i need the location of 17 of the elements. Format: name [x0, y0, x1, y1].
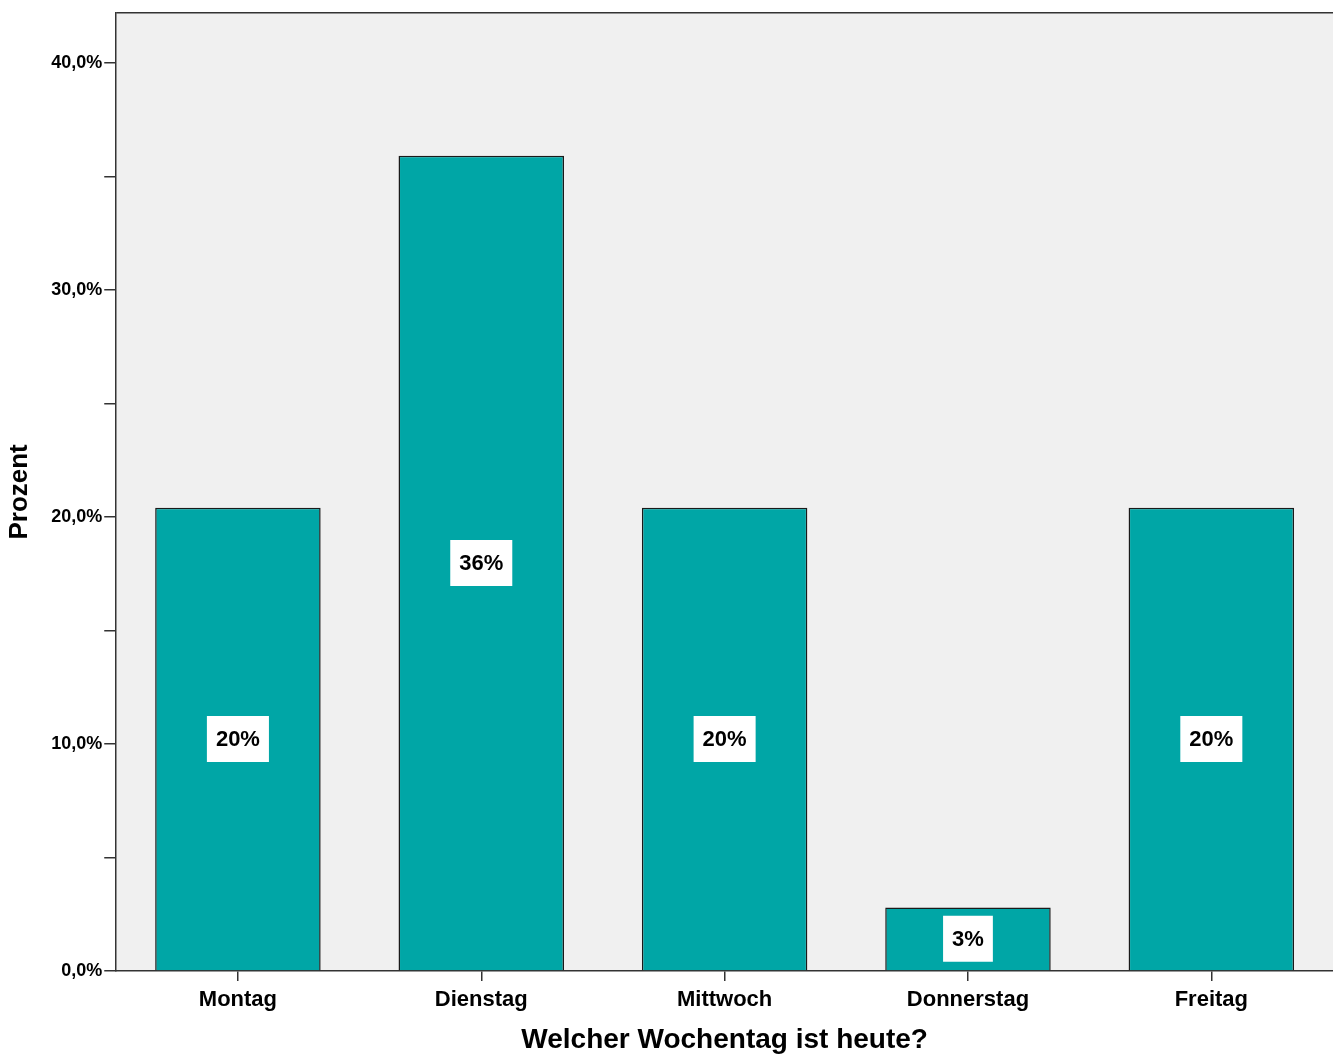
x-tick-label: Donnerstag	[906, 986, 1030, 1012]
x-axis-title: Welcher Wochentag ist heute?	[521, 1022, 928, 1054]
y-tick-label: 0,0%	[61, 959, 103, 980]
data-label: 20%	[702, 726, 747, 752]
data-label: 36%	[459, 550, 504, 576]
x-tick-label: Freitag	[1174, 986, 1248, 1012]
y-tick-label: 20,0%	[51, 505, 103, 526]
x-tick-label: Mittwoch	[676, 986, 773, 1012]
data-label: 20%	[215, 726, 260, 752]
y-tick-label: 30,0%	[51, 278, 103, 299]
data-label: 20%	[1189, 726, 1234, 752]
y-tick-label: 40,0%	[51, 51, 103, 72]
x-tick-label: Dienstag	[434, 986, 528, 1012]
y-axis-title: Prozent	[2, 443, 33, 540]
x-tick-label: Montag	[198, 986, 278, 1012]
y-tick-label: 10,0%	[51, 732, 103, 753]
data-label: 3%	[952, 925, 984, 951]
